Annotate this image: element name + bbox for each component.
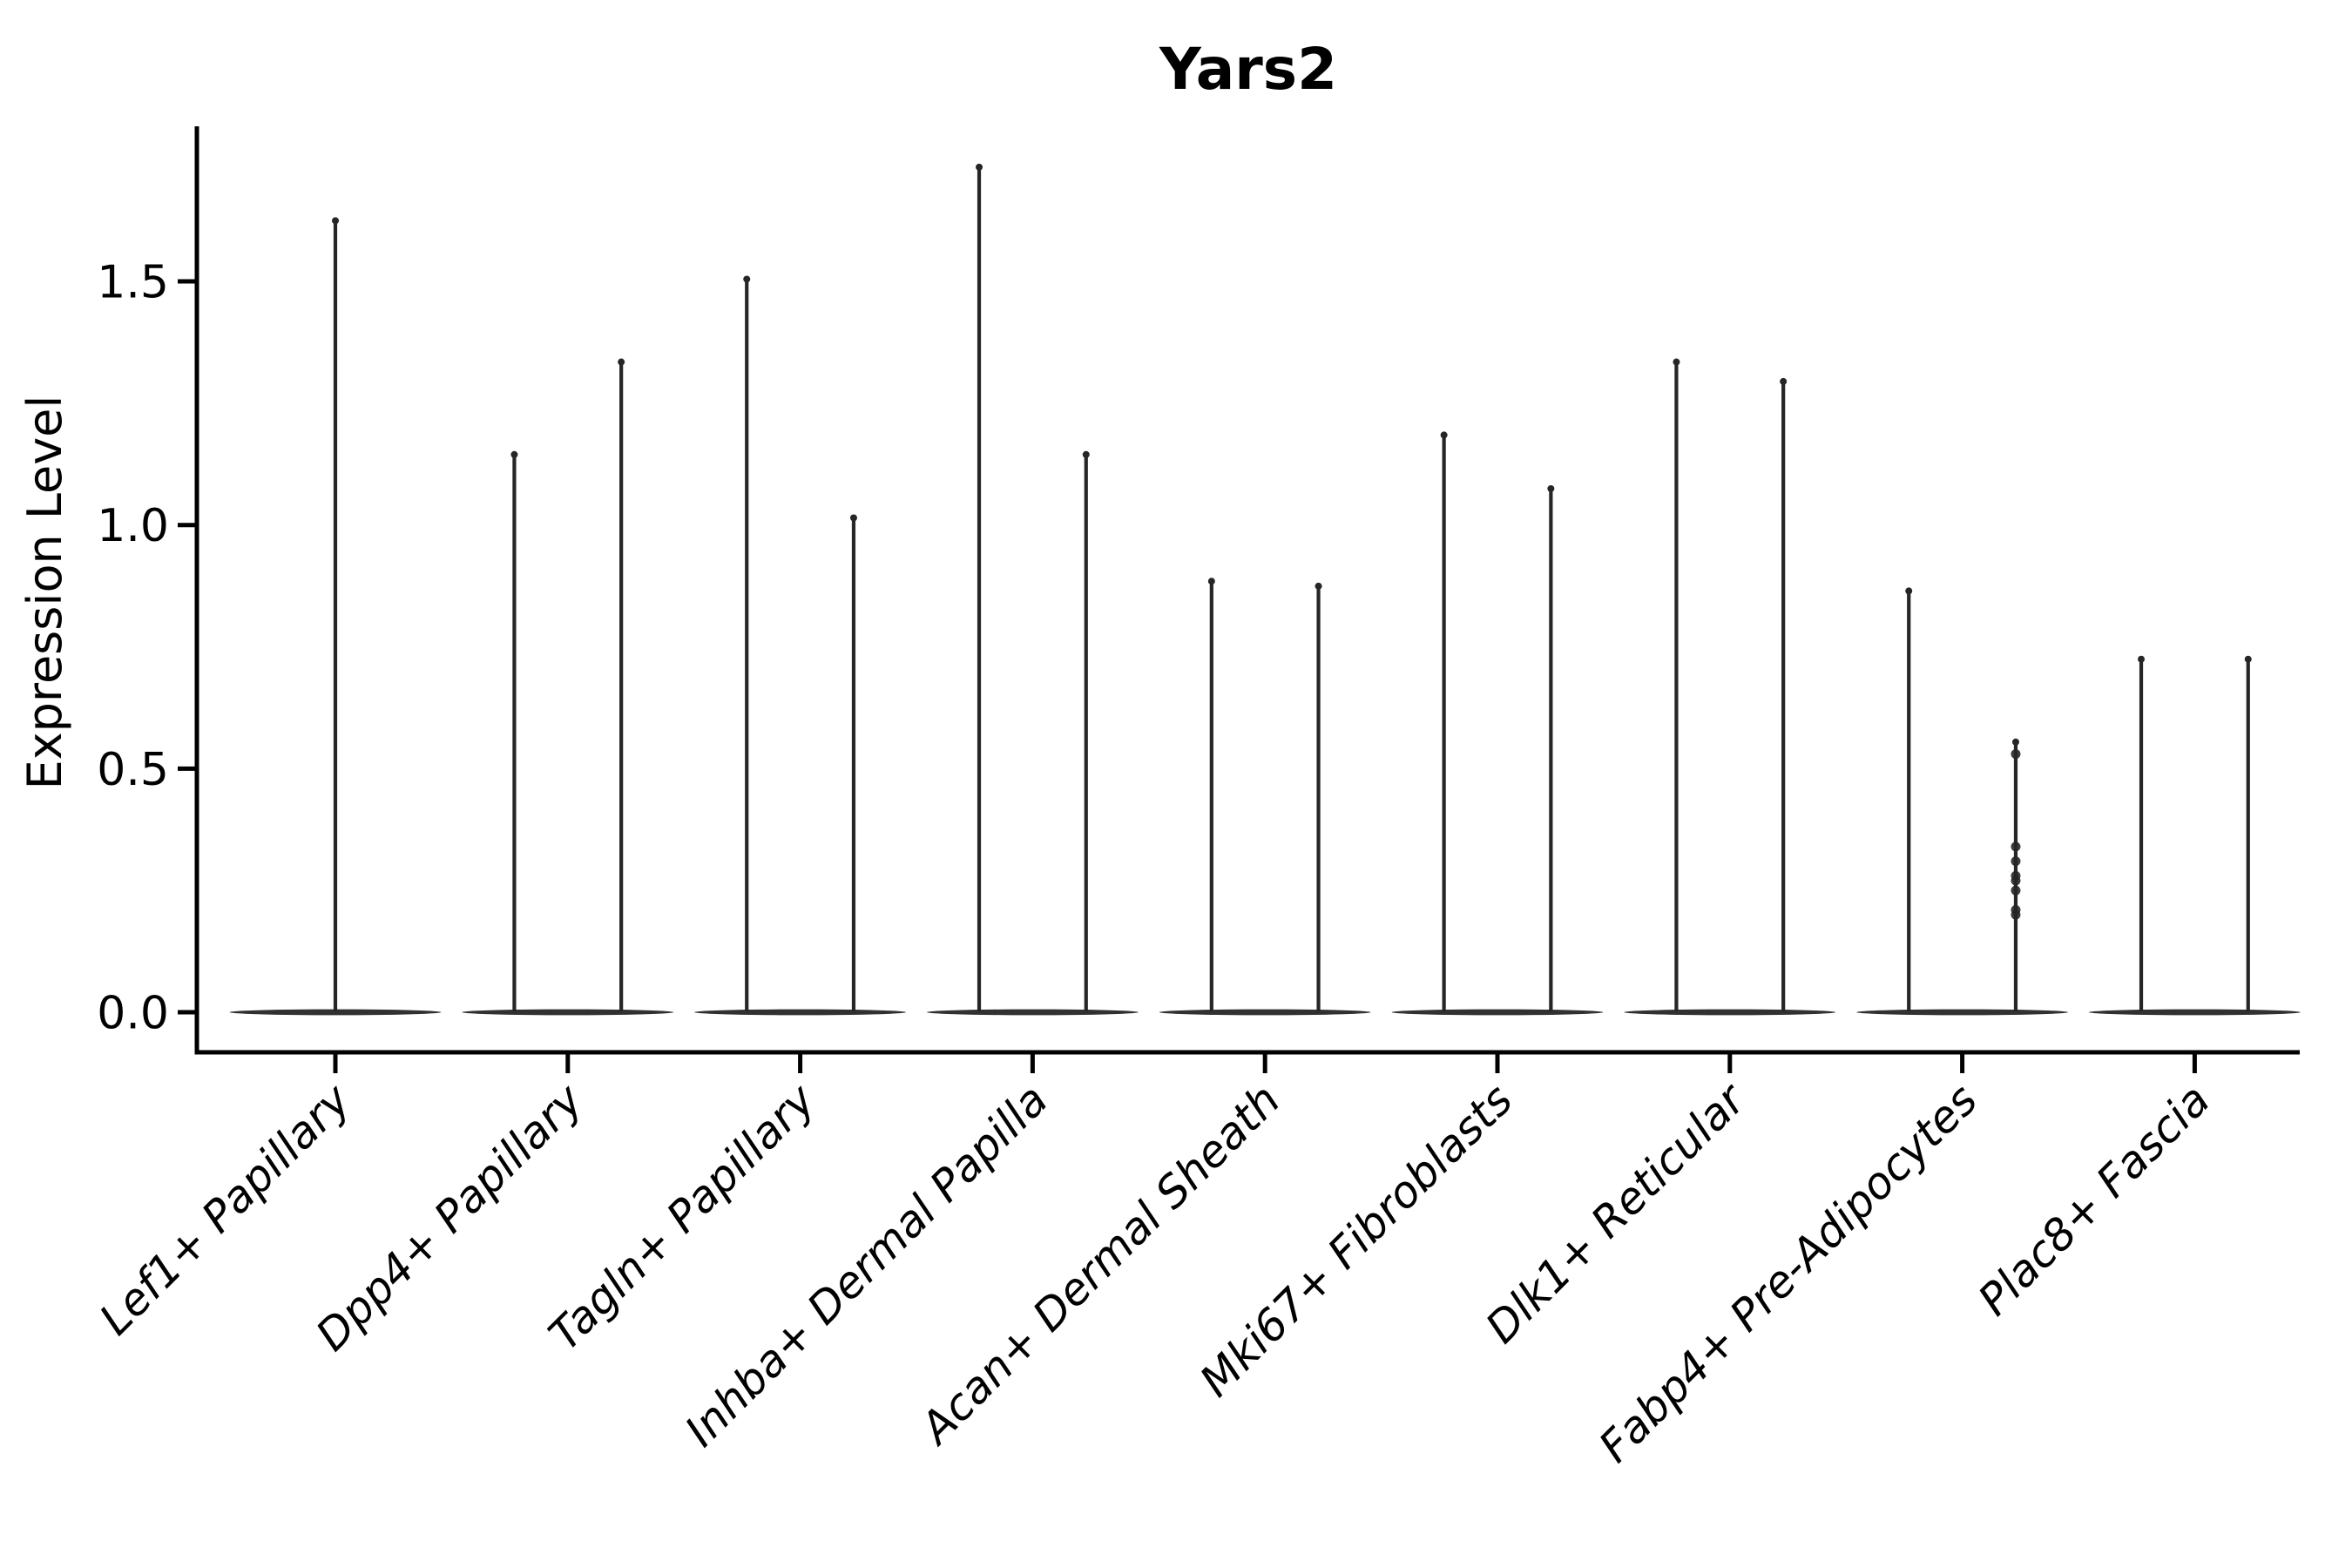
violin-point [2011,856,2021,867]
violin-max-cap [1082,450,1090,458]
violin-max-cap [743,275,751,283]
chart-title: Yars2 [1159,36,1337,103]
violin-max-cap [510,450,518,458]
y-tick-label: 1.5 [97,257,169,309]
violin-max-cap [2138,655,2146,663]
violin-max-cap [2244,655,2252,663]
violin-point [2011,841,2021,852]
violin-base [229,1009,442,1016]
x-tick-label: Lef1+ Papillary [90,1073,361,1344]
violin-max-cap [1905,587,1913,595]
violin-max-cap [2011,738,2019,746]
violin-base [2089,1009,2301,1016]
y-tick-label: 0.0 [97,988,169,1040]
violin-max-cap [1673,358,1680,366]
violin-max-cap [1315,582,1322,590]
violin-point [2011,909,2021,920]
violin-base [694,1009,906,1016]
violin-base [1856,1009,2068,1016]
violin-base [1624,1009,1836,1016]
x-tick-label: Plac8+ Fascia [1969,1074,2220,1325]
violin-max-cap [849,514,857,522]
violin-max-cap [332,217,339,225]
y-axis-title: Expression Level [17,395,72,790]
violin-point [2011,885,2021,896]
violin-point [2011,875,2021,886]
violin-base [1159,1009,1371,1016]
violin-point [2011,749,2021,760]
y-tick-label: 0.5 [97,744,169,796]
violin-max-cap [1547,484,1555,492]
y-tick-label: 1.0 [97,500,169,552]
violin-max-cap [618,358,625,366]
violin-base [1391,1009,1604,1016]
violin-max-cap [976,163,983,171]
violin-max-cap [1440,431,1448,439]
violin-max-cap [1780,377,1788,385]
x-tick-label: Fabp4+ Pre-Adipocytes [1590,1074,1988,1472]
violin-base [927,1009,1139,1016]
violin-base [462,1009,674,1016]
violin-max-cap [1207,578,1215,585]
